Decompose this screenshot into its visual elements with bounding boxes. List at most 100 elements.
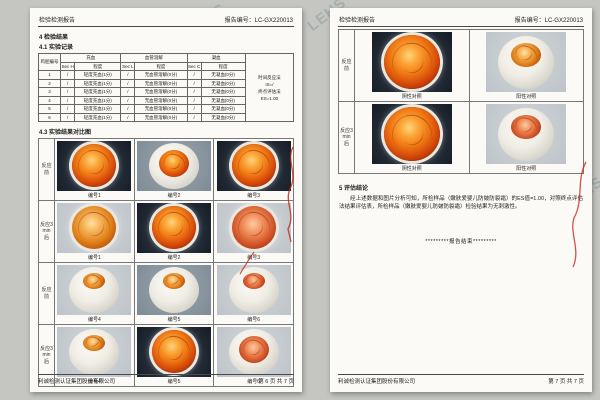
- page-number: 第 6 页 共 7 页: [258, 379, 294, 385]
- report-page-6: 检验检测报告 报告编号：LC-GX220013 4 检验结果 4.1 实验记录 …: [30, 8, 302, 392]
- photo-caption: 编号3: [247, 193, 261, 199]
- row-label: 反应前: [38, 262, 55, 325]
- result-photo-grid: 反应前 编号1 编号2 编号3 反应3min后 编号1 编号2: [38, 138, 294, 387]
- cell: /: [186, 70, 202, 80]
- embryo-photo: [57, 327, 132, 377]
- grid-row-after-2: 反应3min后 编号4 编号5 编号6: [38, 324, 294, 387]
- section-4-heading: 4 检验结果: [39, 35, 69, 41]
- cell: /: [120, 112, 136, 122]
- embryo-photo: [57, 265, 132, 315]
- photo-caption: 阴性对照: [401, 94, 422, 100]
- page-number: 第 7 页 共 7 页: [548, 379, 584, 385]
- egg-yolk: [83, 335, 106, 351]
- cell: 无血管溶解(0分): [134, 104, 188, 114]
- cell: /: [120, 104, 136, 114]
- cell: /: [120, 95, 136, 105]
- sub-header: Sec H: [60, 61, 76, 71]
- photo-caption: 编号2: [167, 255, 181, 261]
- col-group-coagulation: 凝血: [186, 53, 246, 63]
- row-label: 反应前: [38, 138, 55, 201]
- cell: 轻度充血(1分): [74, 87, 122, 97]
- cell: 无凝血(0分): [200, 70, 246, 80]
- section-4-3-heading: 4.3 实验结果对比图: [39, 130, 92, 136]
- control-photo: [486, 104, 567, 164]
- cell: 2: [37, 78, 62, 88]
- report-page-7: 检验检测报告 报告编号：LC-GX220013 反应前 阴性对照 阳性对照 反应…: [330, 8, 592, 392]
- cell: /: [120, 78, 136, 88]
- time-method-label: 时间反应法: [258, 74, 281, 80]
- cell: /: [60, 112, 76, 122]
- photo-caption: 编号1: [87, 255, 101, 261]
- embryo-photo: [136, 265, 211, 315]
- embryo-photo: [136, 203, 211, 253]
- photo-caption: 编号1: [87, 193, 101, 199]
- egg-yolk: [383, 35, 440, 89]
- grid-row-before-controls: 反应前 阴性对照 阳性对照: [338, 29, 584, 102]
- cell: /: [186, 87, 202, 97]
- embryo-photo: [57, 141, 132, 191]
- control-photo: [371, 104, 452, 164]
- col-group-lysis: 血管溶解: [120, 53, 188, 63]
- sub-header: Sec C: [186, 61, 202, 71]
- photo-caption: 阳性对照: [516, 166, 537, 172]
- cell: /: [186, 78, 202, 88]
- egg-yolk: [158, 150, 189, 177]
- cell: /: [60, 78, 76, 88]
- report-number: 报告编号：LC-GX220013: [224, 18, 293, 24]
- cell: 无凝血(0分): [200, 112, 246, 122]
- sub-header: 程度: [74, 61, 122, 71]
- egg-yolk: [242, 273, 265, 289]
- cell: 无血管溶解(0分): [134, 70, 188, 80]
- photo-caption: 阴性对照: [401, 166, 422, 172]
- cell: 5: [37, 104, 62, 114]
- es-value: ES=1.00: [260, 95, 279, 101]
- report-number: 报告编号：LC-GX220013: [514, 18, 583, 24]
- grid-row-after-1: 反应3min后 编号1 编号2 编号3: [38, 200, 294, 263]
- cell: 轻度充血(1分): [74, 112, 122, 122]
- is-value: IS=/: [265, 81, 274, 87]
- cell: /: [120, 87, 136, 97]
- photo-caption: 编号4: [87, 379, 101, 385]
- sub-header: Sec L: [120, 61, 136, 71]
- cell: 3: [37, 87, 62, 97]
- egg-yolk: [383, 107, 440, 161]
- egg-yolk: [151, 206, 196, 249]
- embryo-photo: [136, 327, 211, 377]
- experiment-record-table: 鸡胚编号 充血 血管溶解 凝血 时间反应法 IS=/ 终点评估法 ES=1.00…: [37, 53, 295, 122]
- photo-caption: 编号3: [247, 255, 261, 261]
- embryo-photo: [136, 141, 211, 191]
- table-row: 6 / 轻度充血(1分) / 无血管溶解(0分) / 无凝血(0分): [37, 112, 294, 122]
- control-photo: [371, 32, 452, 92]
- photo-caption: 编号6: [247, 379, 261, 385]
- sub-header: 程度: [134, 61, 188, 71]
- photo-caption: 阳性对照: [516, 94, 537, 100]
- cell: 4: [37, 95, 62, 105]
- cell: 1: [37, 70, 62, 80]
- page-header: 检验检测报告 报告编号：LC-GX220013: [338, 8, 584, 27]
- cell: /: [186, 104, 202, 114]
- cell: 轻度充血(1分): [74, 70, 122, 80]
- egg-yolk: [511, 115, 542, 139]
- cell: 无血管溶解(0分): [134, 112, 188, 122]
- section-4-1-heading: 4.1 实验记录: [39, 45, 74, 51]
- embryo-photo: [216, 203, 291, 253]
- photo-caption: 编号5: [167, 379, 181, 385]
- endpoint-method-label: 终点评估法: [258, 88, 281, 94]
- page-footer: 利诚检测认证集团股份有限公司 第 7 页 共 7 页: [338, 374, 584, 385]
- cell: 轻度充血(1分): [74, 95, 122, 105]
- company-name: 利诚检测认证集团股份有限公司: [38, 379, 116, 385]
- cell: /: [186, 112, 202, 122]
- row-label: 反应3min后: [38, 200, 55, 263]
- cell: /: [60, 87, 76, 97]
- egg-yolk: [151, 330, 196, 373]
- egg-yolk: [231, 206, 276, 249]
- photo-caption: 编号6: [247, 317, 261, 323]
- company-name: 利诚检测认证集团股份有限公司: [338, 379, 416, 385]
- col-header-embryo: 鸡胚编号: [37, 53, 62, 71]
- embryo-photo: [216, 265, 291, 315]
- grid-row-after-controls: 反应3min后 阴性对照 阳性对照: [338, 101, 584, 174]
- cell: 无血管溶解(0分): [134, 87, 188, 97]
- sub-header: 程度: [200, 61, 246, 71]
- cell: 无血管溶解(0分): [134, 95, 188, 105]
